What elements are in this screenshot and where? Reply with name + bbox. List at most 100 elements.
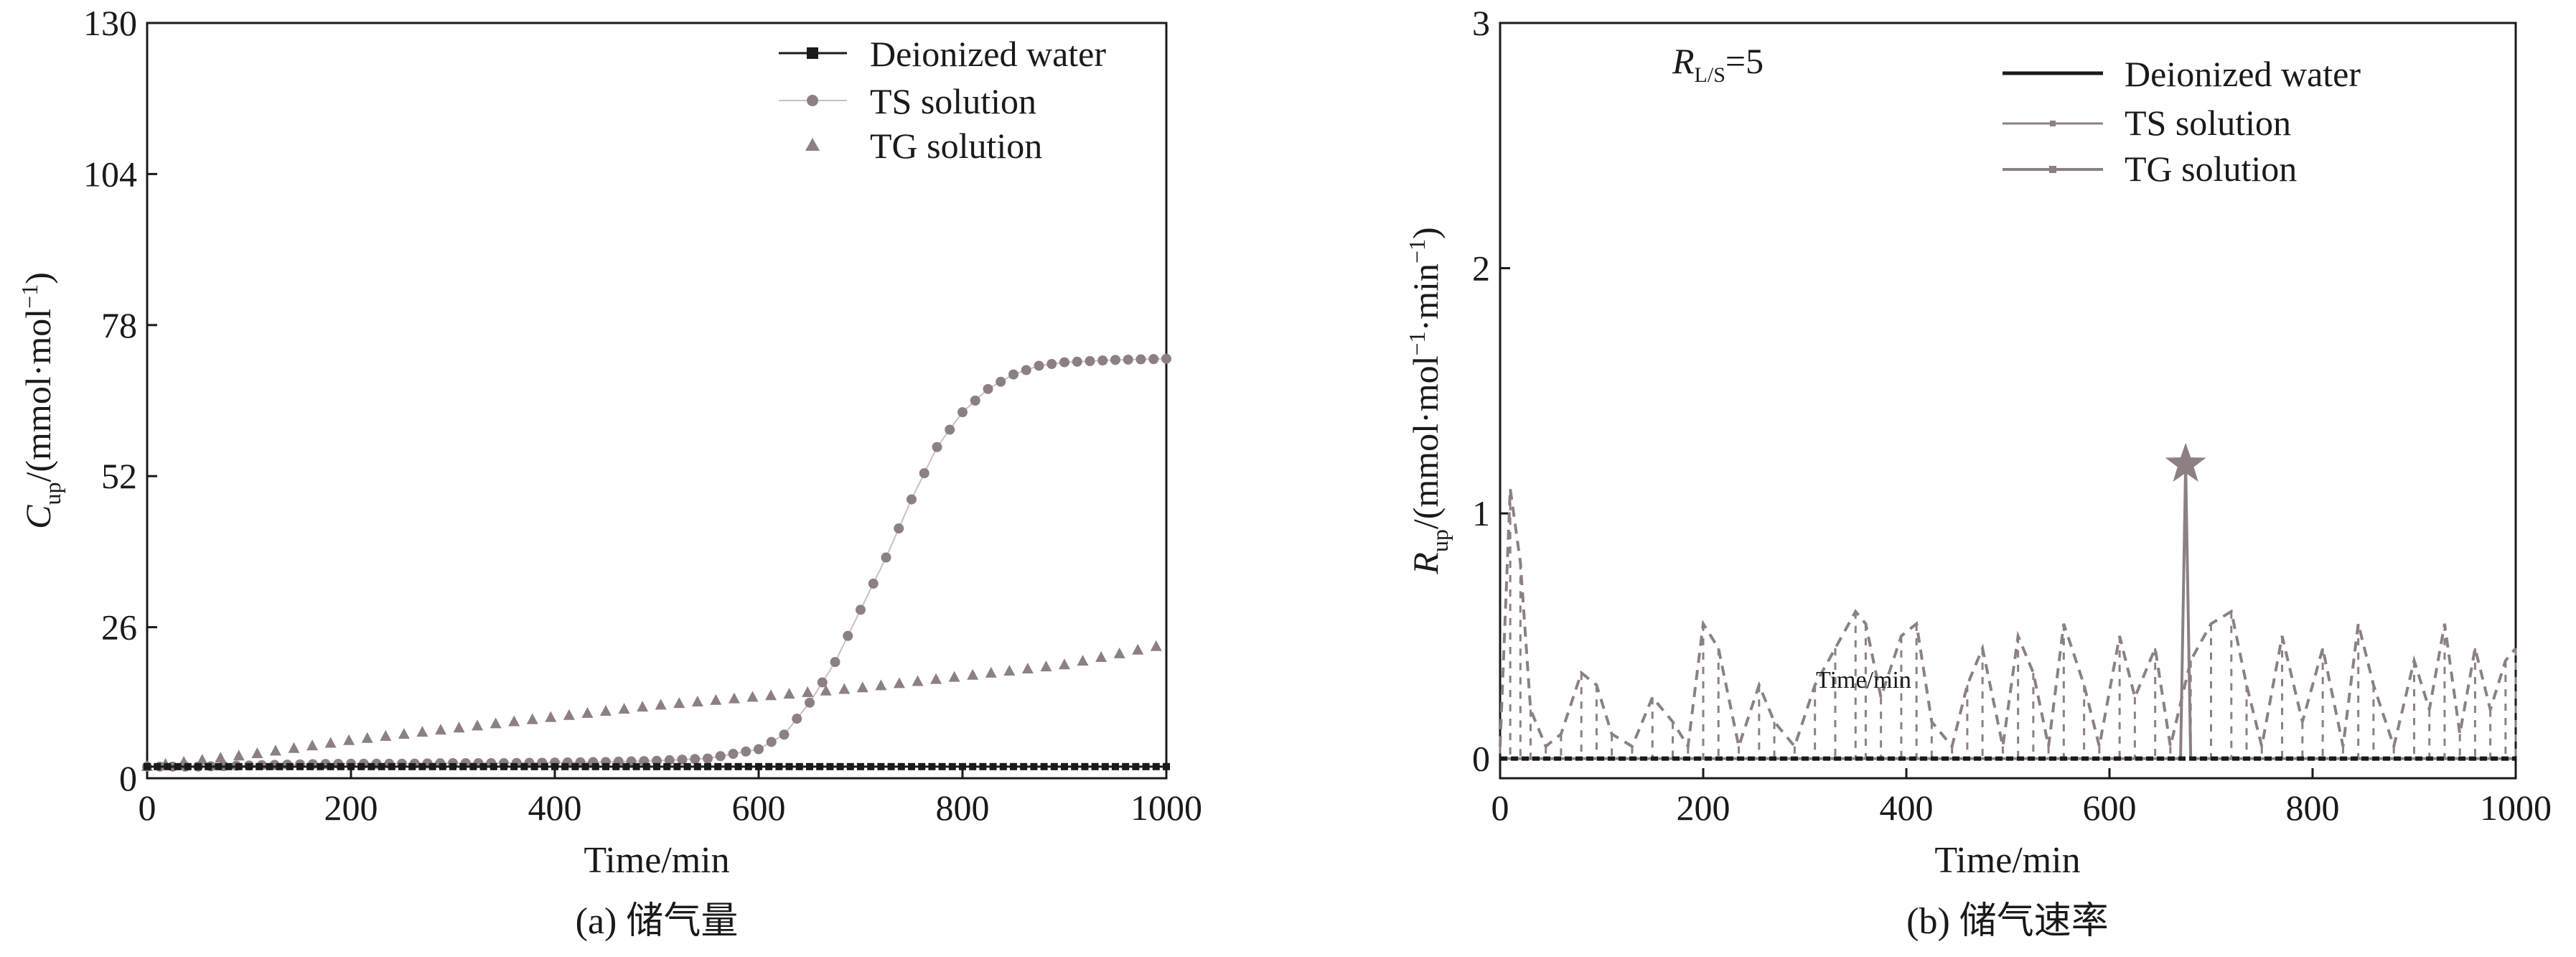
series-deionized-point	[979, 762, 987, 770]
series-ts-line	[147, 358, 1167, 767]
panel-b-legend: Deionized water TS solution TG solution	[2003, 54, 2361, 189]
legend-b-ts-label: TS solution	[2125, 103, 2291, 143]
series-tg-point	[453, 722, 465, 733]
series-tg-point	[288, 742, 300, 753]
series-deionized-point	[540, 762, 548, 770]
series-deionized-point	[459, 762, 467, 770]
panel-b-x-tick-label: 600	[2083, 788, 2137, 828]
series-tg-point	[856, 681, 868, 693]
series-ts-point	[1008, 369, 1018, 380]
panel-b-y-axis-label: Rup/(mmol·mol−1·min−1)	[1404, 227, 1453, 574]
panel-b-annotation-var: R	[1672, 41, 1695, 81]
series-deionized-point	[1010, 762, 1017, 770]
series-deionized-point	[938, 762, 946, 770]
series-tg-point	[233, 750, 245, 761]
series-deionized-point	[164, 762, 172, 770]
series-deionized-point	[367, 762, 375, 770]
series-ts-point	[1085, 355, 1095, 366]
series-ts-point	[754, 744, 764, 755]
series-deionized-point	[215, 762, 223, 770]
series-deionized-point	[622, 762, 630, 770]
series-tg-point	[361, 732, 373, 743]
series-tg-point	[490, 717, 502, 729]
series-ts-peak-marker	[2165, 442, 2206, 482]
panel-a-y-tick-label: 52	[101, 456, 137, 496]
legend-a-ts-marker	[807, 95, 818, 106]
series-ts-point	[664, 755, 675, 765]
series-deionized-point	[928, 762, 936, 770]
series-tg-point	[1021, 663, 1034, 674]
series-ts-point	[805, 697, 815, 708]
series-tg-point	[893, 677, 905, 688]
panel-a-y-axis-label: Cup/(mmol·mol−1)	[17, 272, 65, 529]
series-ts-point	[1046, 359, 1057, 370]
series-deionized-point	[785, 762, 793, 770]
series-deionized-point	[632, 762, 640, 770]
series-deionized-point	[999, 762, 1007, 770]
series-deionized-point	[897, 762, 905, 770]
panel-a-y-var: C	[18, 505, 58, 529]
series-tg-point	[691, 695, 703, 706]
panel-a-x-tick-label: 800	[936, 788, 990, 828]
series-ts-point	[1161, 353, 1171, 364]
series-deionized-point	[765, 762, 773, 770]
legend-b-tg-label: TG solution	[2125, 149, 2297, 189]
series-deionized-point	[561, 762, 569, 770]
series-deionized-point	[398, 762, 406, 770]
series-deionized-point	[235, 762, 243, 770]
series-ts-point	[996, 376, 1006, 387]
legend-a-tg-label: TG solution	[870, 126, 1042, 166]
series-ts-point	[703, 753, 713, 764]
series-ts-point	[1123, 354, 1133, 365]
panel-a-y-unit: /(mmol·mol	[18, 309, 58, 482]
series-deionized-point	[510, 762, 518, 770]
panel-b-annotation-sub: L/S	[1695, 63, 1725, 87]
panel-a-y-tick-label: 104	[83, 154, 137, 194]
panel-a-y-tick-label: 130	[83, 3, 137, 43]
series-deionized-point	[1152, 762, 1160, 770]
series-tg-point	[912, 675, 924, 686]
series-deionized-point	[989, 762, 997, 770]
series-tg-point	[967, 668, 979, 680]
panel-b-annotation: RL/S=5	[1672, 41, 1764, 87]
panel-a-x-tick-label: 1000	[1130, 788, 1202, 828]
series-deionized-point	[439, 762, 446, 770]
panel-b-annotation-val: =5	[1725, 41, 1764, 81]
series-ts-point	[843, 630, 853, 641]
series-deionized-point	[1071, 762, 1079, 770]
series-deionized-point	[642, 762, 650, 770]
series-deionized-point	[653, 762, 660, 770]
series-deionized-point	[1061, 762, 1068, 770]
series-deionized-point	[908, 762, 915, 770]
series-ts-point	[1034, 360, 1044, 371]
series-ts-point	[1097, 355, 1108, 366]
series-ts-point	[728, 749, 739, 760]
series-tg-point	[820, 684, 832, 696]
series-ts-point	[1135, 354, 1146, 365]
series-ts-point	[1021, 365, 1031, 375]
series-deionized-point	[195, 762, 202, 770]
legend-b-deionized-label: Deionized water	[2125, 54, 2361, 94]
series-deionized-point	[755, 762, 762, 770]
series-tg-point	[545, 711, 557, 722]
series-tg-point	[215, 752, 227, 763]
series-deionized-point	[714, 762, 722, 770]
series-deionized-point	[969, 762, 977, 770]
series-tg-point	[802, 686, 814, 697]
series-deionized-point	[602, 762, 609, 770]
series-deionized-point	[530, 762, 538, 770]
series-tg-point	[324, 737, 337, 748]
series-deionized-point	[469, 762, 477, 770]
series-tg-point	[196, 754, 208, 765]
series-deionized-point	[734, 762, 742, 770]
series-deionized-point	[479, 762, 487, 770]
series-deionized-point	[1122, 762, 1130, 770]
series-deionized-point	[256, 762, 263, 770]
series-deionized-point	[1112, 762, 1119, 770]
series-ts-point	[894, 523, 904, 534]
series-ts-point	[983, 383, 993, 394]
series-deionized-point	[296, 762, 304, 770]
series-tg-point	[1040, 660, 1052, 672]
series-deionized-point	[1163, 762, 1170, 770]
series-tg-point	[985, 666, 997, 678]
